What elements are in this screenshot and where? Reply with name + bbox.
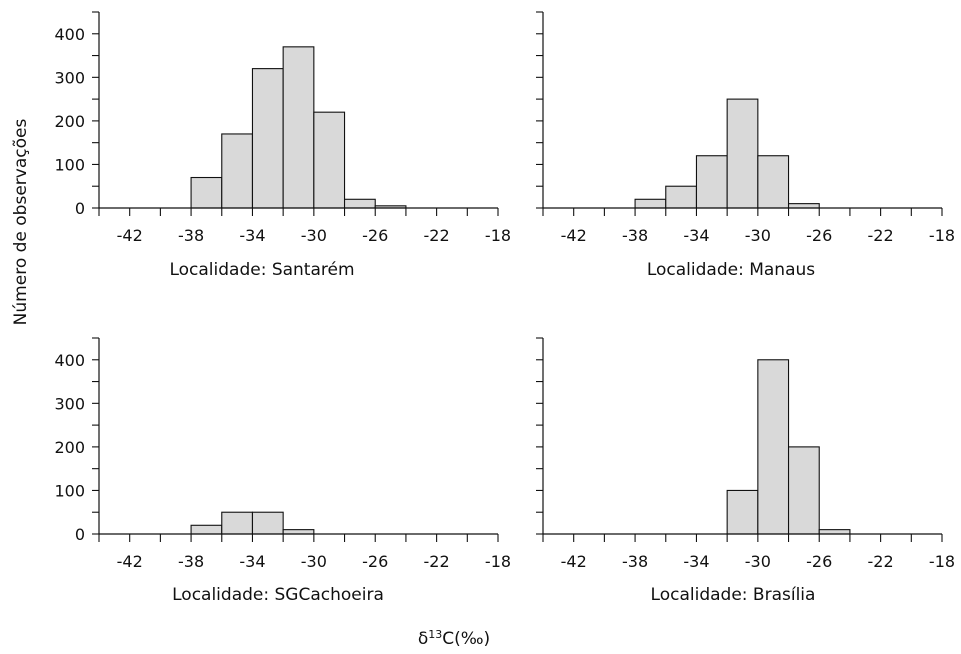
y-tick-label: 0 (75, 525, 85, 544)
y-tick-label: 400 (54, 351, 85, 370)
x-tick-label: -38 (178, 552, 204, 571)
x-tick-label: -34 (239, 552, 265, 571)
histogram-bar (313, 111, 346, 209)
x-tick-label: -18 (929, 226, 955, 245)
x-axis-title-delta: δ (418, 629, 428, 649)
histogram-bar (726, 489, 759, 535)
panel-title: Localidade: SGCachoeira (172, 585, 384, 605)
histogram-bar (818, 529, 851, 535)
panel-title: Localidade: Santarém (169, 260, 354, 280)
histogram-bar (190, 176, 223, 209)
histogram-bar (695, 155, 728, 209)
x-axis-title: δ13C(‰) (418, 628, 490, 650)
x-axis-title-sup: 13 (428, 628, 442, 641)
x-tick-label: -18 (485, 552, 511, 571)
y-axis-title: Número de observações (11, 119, 31, 326)
x-tick-label: -38 (622, 226, 648, 245)
histogram-bar (665, 185, 698, 209)
x-tick-label: -42 (117, 226, 143, 245)
x-tick-label: -22 (868, 552, 894, 571)
y-tick-label: 300 (54, 394, 85, 413)
histogram-bar (787, 446, 820, 535)
x-tick-label: -26 (806, 226, 832, 245)
histogram-bar (634, 198, 667, 209)
x-axis-title-rest: C(‰) (442, 629, 490, 649)
x-tick-label: -42 (561, 226, 587, 245)
x-tick-label: -18 (929, 552, 955, 571)
y-tick-label: 300 (54, 68, 85, 87)
histogram-panel: -42 -38 -34 -30 -26 -22 -18 Localidade: Brasíli… (536, 337, 955, 605)
x-tick-label: -22 (868, 226, 894, 245)
histogram-bar (282, 46, 315, 209)
x-tick-label: -22 (424, 552, 450, 571)
x-tick-label: -38 (622, 552, 648, 571)
histogram-bar (757, 155, 790, 209)
y-tick-label: 100 (54, 155, 85, 174)
y-tick-label: 200 (54, 112, 85, 131)
panel-title: Localidade: Brasília (651, 585, 816, 605)
x-tick-label: -38 (178, 226, 204, 245)
histogram-bar (282, 529, 315, 535)
x-tick-label: -42 (561, 552, 587, 571)
y-tick-label: 100 (54, 481, 85, 500)
histogram-bar (757, 359, 790, 535)
y-tick-label: 0 (75, 199, 85, 218)
x-tick-label: -34 (683, 226, 709, 245)
histogram-bar (251, 68, 284, 209)
histogram-bar (726, 98, 759, 209)
x-tick-label: -26 (806, 552, 832, 571)
histogram-panel: 0 100 200 300 400 -42 -38 -34 -30 -26 -22 -18 Locali… (54, 337, 511, 605)
histogram-bar (221, 511, 254, 535)
x-tick-label: -26 (362, 552, 388, 571)
x-tick-label: -26 (362, 226, 388, 245)
x-tick-label: -30 (301, 552, 327, 571)
histogram-bar (251, 511, 284, 535)
histogram-panel: -42 -38 -34 -30 -26 -22 -18 Localidade: Manaus (536, 11, 955, 280)
histogram-bar (221, 133, 254, 209)
histogram-panel: 0 100 200 300 400 -42 -38 -34 -30 -26 -22 -18 Locali… (54, 11, 511, 280)
x-tick-label: -30 (301, 226, 327, 245)
x-tick-label: -42 (117, 552, 143, 571)
x-tick-label: -30 (745, 226, 771, 245)
x-tick-label: -34 (239, 226, 265, 245)
histogram-bar (787, 203, 820, 209)
y-tick-label: 200 (54, 438, 85, 457)
x-tick-label: -30 (745, 552, 771, 571)
x-tick-label: -18 (485, 226, 511, 245)
x-tick-label: -22 (424, 226, 450, 245)
x-tick-label: -34 (683, 552, 709, 571)
histogram-bar (190, 524, 223, 535)
panel-title: Localidade: Manaus (647, 260, 815, 280)
y-tick-label: 400 (54, 25, 85, 44)
histogram-bar (343, 198, 376, 209)
